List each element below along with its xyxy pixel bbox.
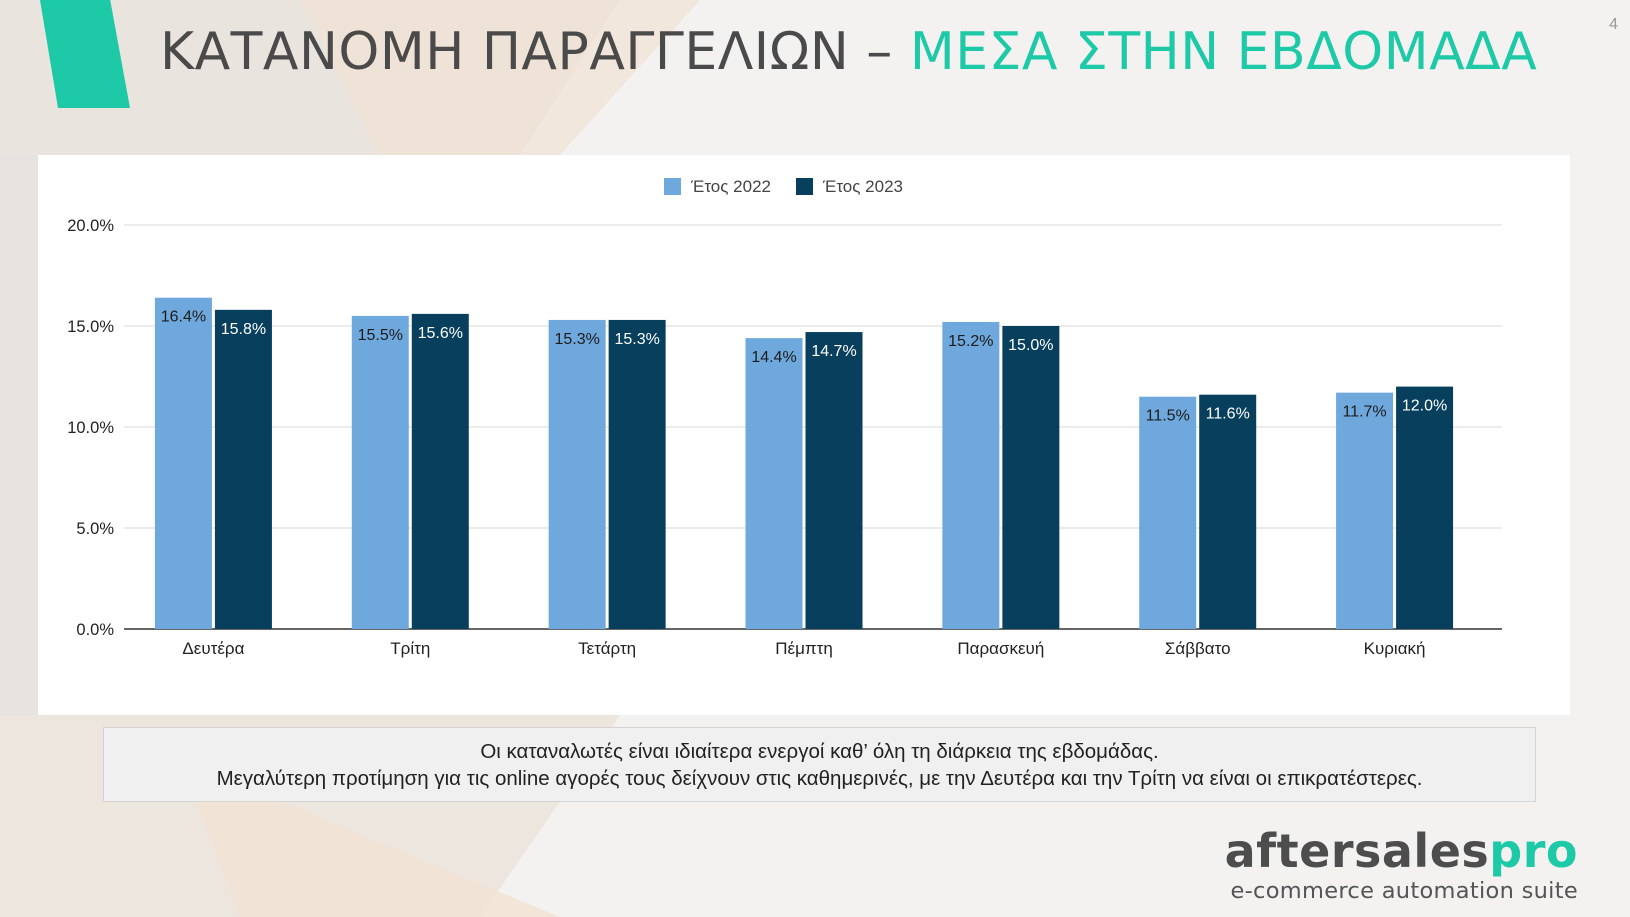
data-label: 16.4% (161, 309, 206, 326)
bar-2023 (608, 319, 666, 629)
data-label: 15.0% (1008, 337, 1053, 354)
title-main: ΚΑΤΑΝΟΜΗ ΠΑΡΑΓΓΕΛΙΩΝ – (160, 22, 910, 82)
legend-label: Έτος 2023 (822, 177, 903, 196)
chart-panel: 0.0% 5.0% 10.0% 15.0% 20.0% 16.4% 15.8% Δευτέρα… (38, 155, 1570, 715)
bar-2023 (805, 332, 863, 629)
x-tick-label: Κυριακή (1364, 639, 1426, 658)
x-tick-label: Παρασκευή (957, 639, 1044, 658)
bar-2023 (1002, 326, 1060, 629)
brand-name-accent: pro (1489, 824, 1578, 878)
bar-2022 (351, 315, 409, 629)
data-label: 15.5% (358, 327, 403, 344)
bar-chart: 0.0% 5.0% 10.0% 15.0% 20.0% 16.4% 15.8% Δευτέρα… (67, 177, 1502, 658)
bar-2022 (154, 297, 212, 629)
legend-label: Έτος 2022 (690, 177, 771, 196)
bar-2022 (942, 321, 1000, 629)
bar-2023 (1396, 386, 1454, 629)
data-label: 14.4% (751, 349, 796, 366)
data-label: 11.7% (1342, 404, 1386, 421)
title-accent: ΜΕΣΑ ΣΤΗΝ ΕΒΔΟΜΑΔΑ (909, 22, 1538, 82)
x-tick-label: Δευτέρα (182, 639, 244, 658)
legend-swatch (796, 178, 813, 195)
caption-box: Οι καταναλωτές είναι ιδιαίτερα ενεργοί κ… (103, 727, 1536, 802)
data-label: 11.5% (1146, 408, 1190, 425)
bar-2023 (1199, 394, 1257, 629)
caption-line-1: Οι καταναλωτές είναι ιδιαίτερα ενεργοί κ… (480, 739, 1159, 763)
data-label: 11.6% (1206, 406, 1250, 423)
slide-title: ΚΑΤΑΝΟΜΗ ΠΑΡΑΓΓΕΛΙΩΝ – ΜΕΣΑ ΣΤΗΝ ΕΒΔΟΜΑΔ… (160, 22, 1537, 82)
x-tick-label: Σάββατο (1165, 639, 1231, 658)
bar-2022 (1336, 392, 1394, 629)
brand-tagline: e-commerce automation suite (1230, 878, 1578, 904)
data-label: 15.6% (418, 325, 463, 342)
data-label: 15.3% (614, 331, 659, 348)
bar-2022 (548, 319, 606, 629)
brand-logo: aftersalespro e-commerce automation suit… (1225, 826, 1578, 906)
bar-2022 (1139, 396, 1197, 629)
x-tick-label: Τετάρτη (578, 639, 636, 658)
y-tick-label: 15.0% (67, 318, 114, 336)
brand-name: aftersalespro (1225, 826, 1578, 876)
y-tick-label: 0.0% (76, 621, 114, 639)
x-tick-label: Τρίτη (390, 639, 430, 658)
legend-swatch (664, 178, 681, 195)
data-label: 15.8% (221, 321, 266, 338)
y-tick-label: 5.0% (76, 520, 114, 538)
data-label: 14.7% (811, 343, 856, 360)
bar-2023 (411, 313, 469, 629)
bar-2022 (745, 338, 803, 629)
brand-name-main: aftersales (1224, 824, 1490, 878)
y-tick-label: 20.0% (67, 217, 114, 235)
data-label: 15.3% (554, 331, 599, 348)
data-label: 12.0% (1402, 398, 1447, 415)
bar-2023 (214, 309, 272, 629)
caption-line-2: Μεγαλύτερη προτίμηση για τις online αγορ… (216, 766, 1423, 790)
page-number: 4 (1609, 16, 1618, 33)
y-tick-label: 10.0% (67, 419, 114, 437)
x-tick-label: Πέμπτη (775, 639, 833, 658)
data-label: 15.2% (948, 333, 993, 350)
